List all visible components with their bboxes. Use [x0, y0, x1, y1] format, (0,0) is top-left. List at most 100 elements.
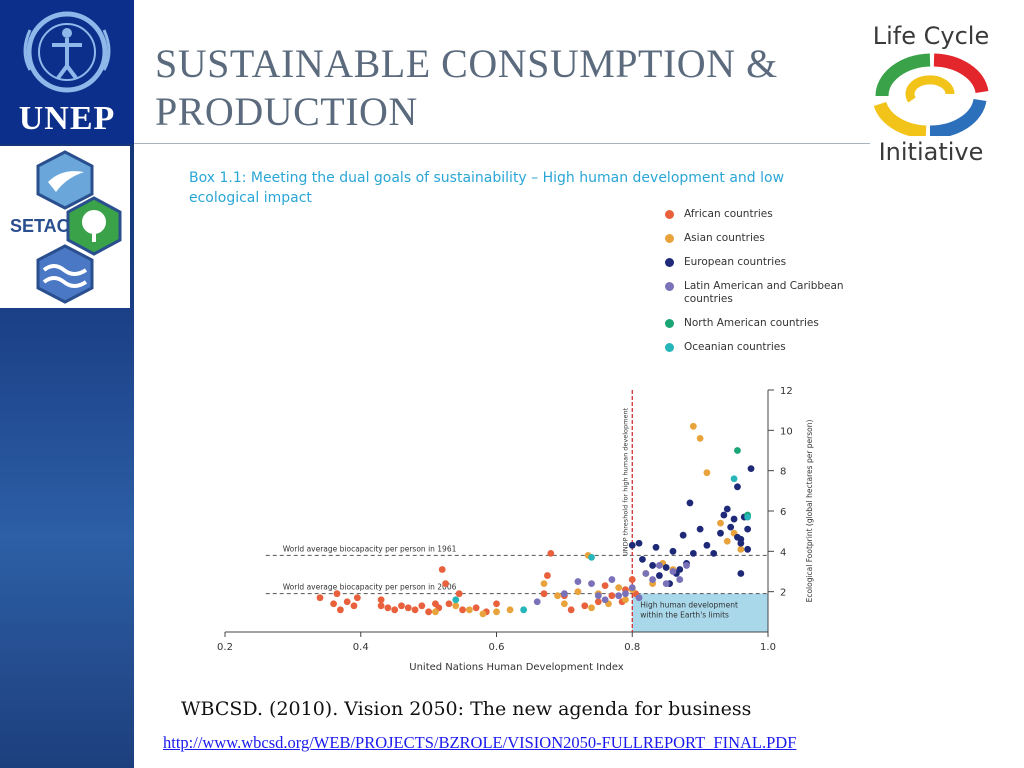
data-point-african — [455, 590, 463, 598]
reference-line-label: World average biocapacity per person in … — [283, 583, 457, 592]
data-point-latin — [622, 590, 629, 598]
data-point-european — [734, 483, 741, 491]
data-point-african — [377, 602, 385, 610]
data-point-african — [330, 600, 337, 608]
legend-item-european: European countries — [665, 256, 845, 269]
x-tick-label: 0.8 — [624, 642, 640, 653]
legend-marker — [665, 319, 674, 328]
setac-hexagon-icon — [36, 150, 122, 304]
data-point-latin — [656, 562, 663, 569]
data-point-african — [336, 606, 344, 614]
data-point-european — [662, 564, 670, 571]
legend-item-north_american: North American countries — [665, 317, 845, 330]
legend-label: North American countries — [684, 317, 819, 329]
data-point-african — [594, 598, 602, 606]
data-point-european — [727, 523, 735, 531]
legend-item-asian: Asian countries — [665, 232, 845, 245]
data-point-latin — [683, 562, 690, 569]
title-line-1: SUSTAINABLE CONSUMPTION & — [155, 41, 778, 86]
data-point-african — [472, 604, 480, 612]
data-point-european — [639, 556, 646, 563]
data-point-african — [350, 602, 358, 610]
data-point-asian — [452, 602, 460, 610]
legend-label: Oceanian countries — [684, 341, 786, 353]
y-tick-label: 12 — [780, 386, 793, 397]
data-point-african — [353, 594, 361, 602]
y-tick-label: 10 — [780, 426, 793, 437]
data-point-oceanian — [452, 596, 460, 604]
data-point-asian — [615, 584, 623, 592]
legend-marker — [665, 234, 674, 243]
data-point-asian — [588, 604, 595, 612]
lci-ring-icon — [873, 53, 989, 136]
threshold-label: UNDP threshold for high human developmen… — [621, 407, 629, 556]
data-point-african — [418, 602, 426, 610]
data-point-african — [445, 600, 453, 608]
data-point-asian — [479, 610, 487, 618]
setac-wordmark: SETAC — [10, 216, 70, 236]
data-point-latin — [642, 570, 650, 577]
data-point-african — [544, 572, 551, 579]
x-tick-label: 0.2 — [217, 642, 233, 653]
y-tick-label: 2 — [780, 588, 786, 599]
data-point-african — [316, 594, 324, 602]
sidebar-panel: UNEP SETAC — [0, 0, 134, 768]
data-point-african — [404, 604, 412, 612]
data-point-asian — [540, 580, 548, 587]
data-point-european — [696, 525, 704, 533]
life-cycle-initiative-logo: Life Cycle Initiative — [866, 22, 996, 172]
x-tick-label: 0.4 — [353, 642, 369, 653]
data-point-oceanian — [730, 475, 738, 483]
legend-label: Latin American and Caribbean countries — [684, 280, 844, 305]
data-point-asian — [493, 608, 500, 616]
legend-item-african: African countries — [665, 208, 845, 221]
legend-item-latin: Latin American and Caribbean countries — [665, 280, 845, 306]
data-point-asian — [689, 422, 697, 430]
data-point-european — [723, 505, 731, 513]
sustainable-region — [632, 593, 768, 632]
data-point-african — [601, 582, 609, 590]
x-tick-label: 0.6 — [489, 642, 505, 653]
data-point-latin — [574, 578, 582, 585]
data-point-north_american — [734, 447, 741, 454]
data-point-african — [459, 606, 466, 614]
data-point-european — [744, 545, 752, 553]
data-point-european — [720, 511, 728, 519]
data-point-latin — [533, 598, 541, 606]
title-line-2: PRODUCTION — [155, 89, 418, 134]
data-point-asian — [622, 596, 629, 604]
data-point-european — [703, 541, 711, 549]
data-point-european — [737, 570, 745, 577]
source-link[interactable]: http://www.wbcsd.org/WEB/PROJECTS/BZROLE… — [163, 733, 797, 752]
data-point-latin — [676, 576, 684, 583]
legend-label: European countries — [684, 256, 787, 268]
data-point-african — [628, 576, 636, 583]
data-point-european — [656, 572, 663, 579]
unep-logo: UNEP — [0, 0, 134, 144]
lci-wordmark-top: Life Cycle — [872, 22, 990, 50]
data-point-asian — [560, 600, 568, 608]
data-point-european — [744, 525, 752, 533]
data-point-african — [540, 590, 548, 598]
data-point-european — [686, 499, 694, 507]
data-point-african — [608, 592, 616, 600]
data-point-latin — [662, 580, 670, 587]
data-point-latin — [588, 580, 595, 587]
data-point-european — [635, 539, 643, 547]
title-divider — [134, 143, 870, 144]
chart-title: Box 1.1: Meeting the dual goals of susta… — [189, 170, 785, 206]
data-point-european — [649, 562, 657, 569]
data-point-oceanian — [744, 513, 752, 521]
slide-title: SUSTAINABLE CONSUMPTION & PRODUCTION — [155, 40, 835, 136]
y-axis-label: Ecological Footprint (global hectares pe… — [805, 420, 814, 603]
data-point-asian — [696, 435, 704, 442]
data-point-african — [333, 590, 341, 598]
legend-item-oceanian: Oceanian countries — [665, 341, 845, 354]
data-point-asian — [717, 519, 724, 527]
unep-emblem-icon — [23, 11, 111, 93]
unep-wordmark: UNEP — [18, 100, 116, 137]
data-point-european — [710, 549, 718, 557]
data-point-european — [730, 515, 738, 523]
data-point-european — [628, 541, 636, 549]
